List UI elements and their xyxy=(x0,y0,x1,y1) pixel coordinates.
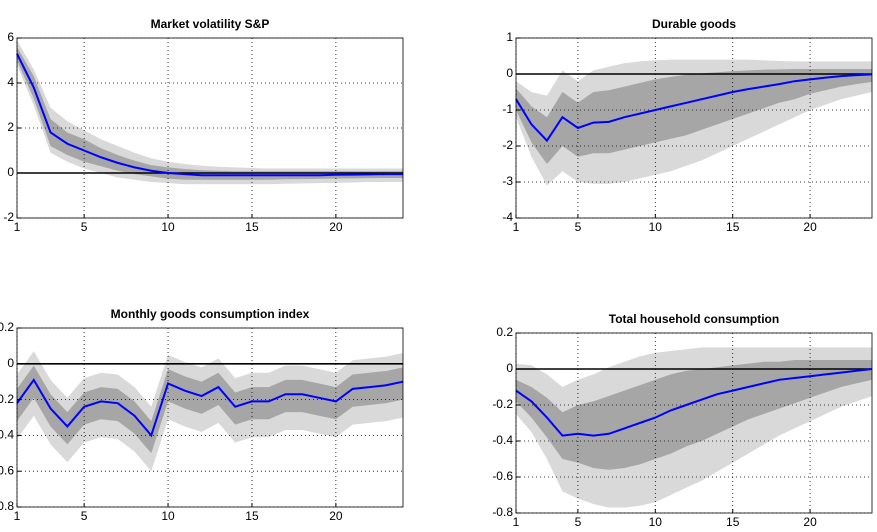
y-tick-label: 0 xyxy=(506,66,513,80)
y-tick-label: 0 xyxy=(7,356,14,370)
x-tick-label: 5 xyxy=(575,515,582,529)
x-tick-label: 20 xyxy=(329,509,343,523)
x-tick-label: 1 xyxy=(513,220,520,234)
x-tick-label: 15 xyxy=(726,515,740,529)
y-tick-label: -4 xyxy=(502,210,513,224)
plot-frame xyxy=(16,327,404,508)
x-tick-label: 20 xyxy=(803,220,817,234)
y-tick-label: 1 xyxy=(506,30,513,44)
y-tick-label: -0.2 xyxy=(492,397,513,411)
x-tick-label: 10 xyxy=(161,220,175,234)
y-tick-label: 2 xyxy=(7,120,14,134)
y-tick-label: 6 xyxy=(7,30,14,44)
x-tick-label: 5 xyxy=(81,220,88,234)
chart-title: Total household consumption xyxy=(609,312,779,326)
confidence-band xyxy=(516,360,872,470)
y-tick-label: -2 xyxy=(3,210,14,224)
y-tick-label: -0.4 xyxy=(0,428,14,442)
y-tick-label: -2 xyxy=(502,138,513,152)
y-tick-label: -3 xyxy=(502,174,513,188)
y-tick-label: 0 xyxy=(506,361,513,375)
x-tick-label: 5 xyxy=(575,220,582,234)
median-line xyxy=(515,73,873,143)
x-tick-label: 10 xyxy=(649,515,663,529)
median-line xyxy=(515,368,873,437)
x-tick-label: 15 xyxy=(245,509,259,523)
median-line xyxy=(16,53,403,177)
chart-title: Durable goods xyxy=(652,17,736,31)
y-tick-label: 0.2 xyxy=(0,320,14,334)
confidence-band xyxy=(516,68,872,164)
x-tick-label: 1 xyxy=(14,509,21,523)
plot-frame xyxy=(515,37,873,219)
y-tick-label: -0.4 xyxy=(492,433,513,447)
plot-frame xyxy=(515,332,873,514)
panel: Monthly goods consumption index15101520-… xyxy=(0,307,404,523)
x-tick-label: 5 xyxy=(81,509,88,523)
x-tick-label: 10 xyxy=(649,220,663,234)
y-tick-label: -0.8 xyxy=(492,505,513,519)
y-tick-label: 0 xyxy=(7,165,14,179)
x-tick-label: 15 xyxy=(726,220,740,234)
x-tick-label: 1 xyxy=(513,515,520,529)
median-line xyxy=(16,378,404,438)
y-tick-label: 0.2 xyxy=(496,325,513,339)
confidence-band xyxy=(17,365,403,454)
chart-title: Market volatility S&P xyxy=(151,17,270,31)
y-tick-label: -0.8 xyxy=(0,499,14,513)
y-tick-label: -0.2 xyxy=(0,392,14,406)
x-tick-label: 15 xyxy=(245,220,259,234)
y-tick-label: -0.6 xyxy=(492,469,513,483)
x-tick-label: 20 xyxy=(803,515,817,529)
chart-title: Monthly goods consumption index xyxy=(111,307,310,321)
confidence-band xyxy=(17,40,403,185)
x-tick-label: 20 xyxy=(329,220,343,234)
y-tick-label: -1 xyxy=(502,102,513,116)
y-tick-label: 4 xyxy=(7,75,14,89)
y-tick-label: -0.6 xyxy=(0,463,14,477)
x-tick-label: 10 xyxy=(161,509,175,523)
x-tick-label: 1 xyxy=(14,220,21,234)
